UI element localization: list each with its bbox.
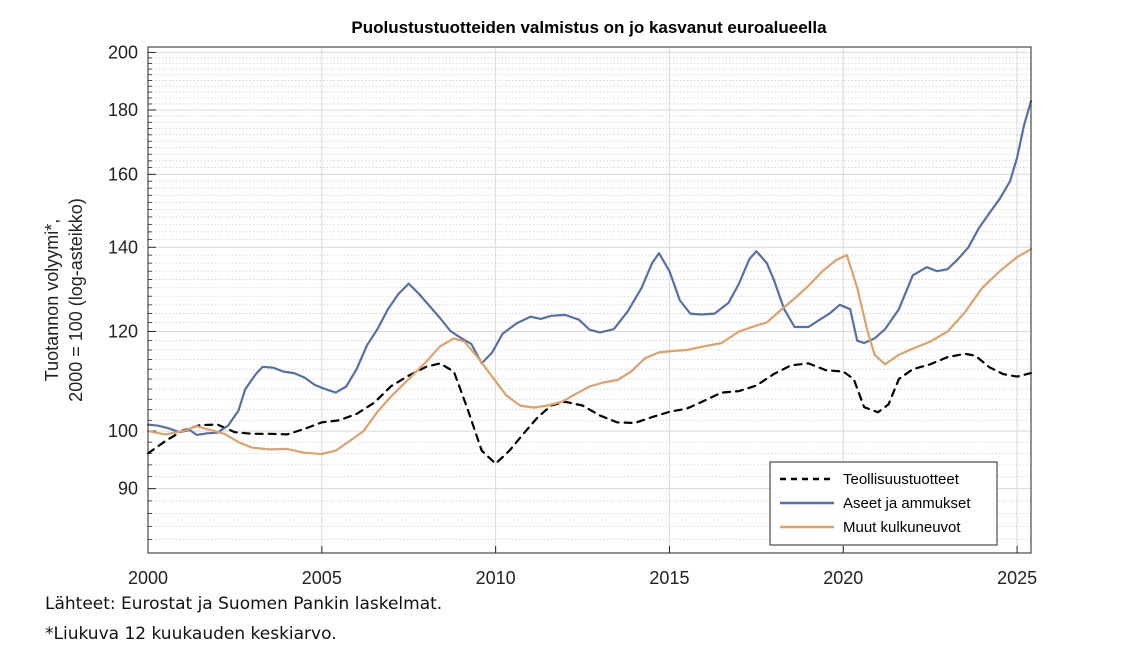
y-tick-label: 180 [108,100,138,120]
y-axis-label-line-1: Tuotannon volyymi*, [42,219,62,381]
y-axis-label-line-2: 2000 = 100 (log-asteikko) [66,198,86,402]
legend-label-aseet-ja-ammukset: Aseet ja ammukset [843,495,971,512]
y-tick-label: 200 [108,42,138,62]
legend: Teollisuustuotteet Aseet ja ammukset Muu… [769,461,998,546]
x-tick-label: 2020 [823,568,863,588]
x-tick-label: 2010 [476,568,516,588]
y-tick-label: 140 [108,237,138,257]
legend-label-teollisuustuotteet: Teollisuustuotteet [843,471,960,488]
source-note: Lähteet: Eurostat ja Suomen Pankin laske… [45,594,443,614]
x-tick-label: 2000 [128,568,168,588]
x-tick-label: 2015 [649,568,689,588]
y-tick-label: 100 [108,421,138,441]
grid [147,47,1031,553]
x-tick-label: 2025 [997,568,1037,588]
series-line-muut-kulkuneuvot [146,248,1033,456]
y-tick-label: 120 [108,321,138,341]
plot-frame [147,46,1032,554]
footnote: *Liukuva 12 kuukauden keskiarvo. [45,624,337,644]
x-axis-ticks: 2000 2005 2010 2015 2020 2025 [128,568,1037,588]
chart-title: Puolustustuotteiden valmistus on jo kasv… [351,18,827,37]
series-line-aseet-ja-ammukset [146,99,1033,436]
y-tick-label: 90 [118,479,138,499]
legend-label-muut-kulkuneuvot: Muut kulkuneuvot [843,519,961,536]
y-axis-ticks: 90 100 120 140 160 180 200 [108,42,156,499]
y-tick-label: 160 [108,164,138,184]
series-lines [146,99,1033,465]
series-line-teollisuustuotteet [146,352,1033,465]
x-tick-label: 2005 [302,568,342,588]
